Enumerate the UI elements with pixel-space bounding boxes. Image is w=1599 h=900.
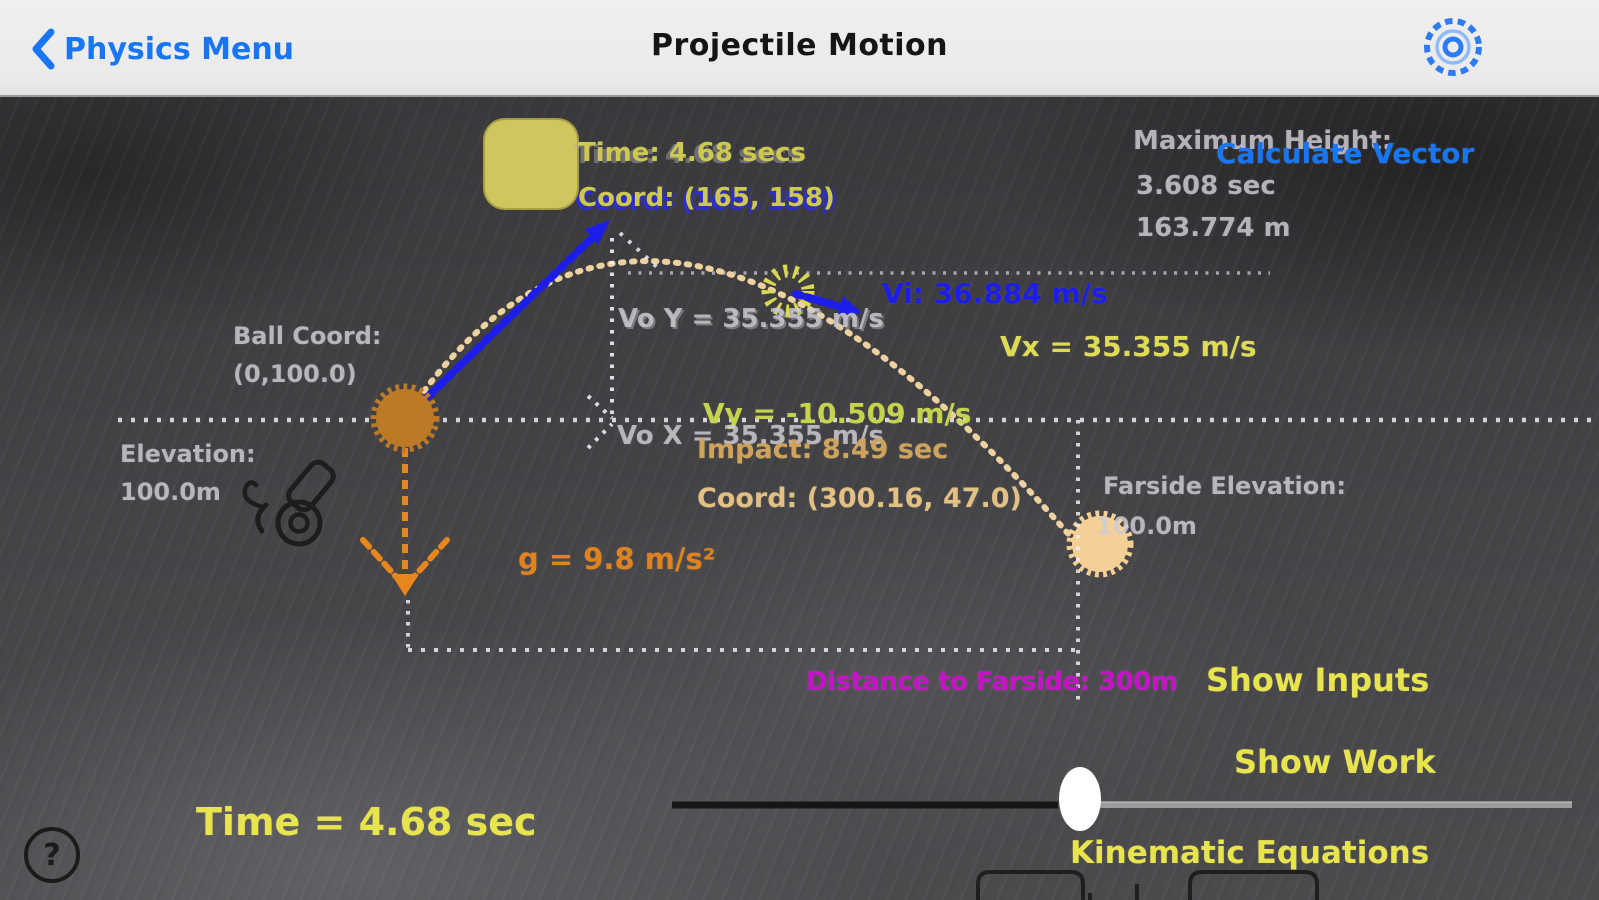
show-inputs-button[interactable]: Show Inputs (1206, 661, 1430, 699)
vox-arrowhead-lower-wing (586, 422, 614, 450)
page-title: Projectile Motion (650, 28, 949, 63)
max-height-value: 163.774 m (1136, 213, 1291, 243)
ball-coord-title: Ball Coord: (233, 322, 382, 350)
tip-diagonal-dashes (618, 231, 660, 270)
current-velocity-vector (792, 290, 852, 313)
cannon-barrel (286, 459, 336, 513)
projectile-marker-starburst (761, 264, 815, 318)
marker-coord-label: Coord: (165, 158) (578, 183, 835, 213)
back-button-label: Physics Menu (64, 31, 295, 67)
initial-velocity-arrowhead (585, 220, 610, 245)
cannon-tail-hook (242, 480, 266, 510)
initial-velocity-label: Vi: 36.884 m/s (882, 277, 1108, 310)
gravity-arrow-left-wing (360, 537, 402, 583)
cannon-wheel-hub (288, 512, 310, 534)
bottom-box-1 (976, 870, 1085, 900)
gear-middle-ring (1435, 29, 1471, 65)
impact-time-label: Impact: 8.49 sec (697, 434, 949, 465)
vy-label: Vy = -10.509 m/s (703, 397, 972, 430)
calculate-vector-button[interactable]: Calculate Vector (1216, 137, 1475, 170)
back-button[interactable]: Physics Menu (30, 28, 294, 70)
back-chevron-shape (32, 28, 55, 70)
current-velocity-arrowhead (838, 296, 862, 315)
farside-elevation-title: Farside Elevation: (1103, 472, 1346, 500)
help-button[interactable]: ? (24, 827, 80, 883)
ball-coord-value: (0,100.0) (233, 360, 357, 388)
launch-ball[interactable] (370, 383, 440, 453)
voy-label: Vo Y = 35.355 m/s (618, 304, 884, 334)
max-height-title: Maximum Height: (1133, 126, 1393, 156)
question-icon: ? (43, 837, 61, 873)
initial-velocity-vector (406, 230, 600, 418)
slider-knob[interactable] (1059, 767, 1101, 831)
impact-coord-label: Coord: (300.16, 47.0) (697, 483, 1022, 514)
cannon-icon (242, 459, 336, 547)
cannon-wheel (275, 499, 323, 547)
max-height-time: 3.608 sec (1136, 171, 1276, 201)
gear-icon (1424, 18, 1482, 76)
vox-label: Vo X = 35.355 m/s (617, 421, 884, 451)
distance-to-farside-label: Distance to Farside: 300m (806, 667, 1178, 697)
gravity-arrow-right-wing (408, 537, 450, 583)
gear-teeth-ring (1424, 18, 1482, 76)
vx-label: Vx = 35.355 m/s (1000, 330, 1257, 363)
navigation-bar: Physics Menu Projectile Motion (0, 0, 1599, 97)
vox-arrowhead-upper-wing (586, 394, 614, 420)
farside-elevation-value: 100.0m (1096, 512, 1197, 540)
gravity-arrowhead (391, 574, 419, 596)
gravity-label: g = 9.8 m/s² (518, 542, 716, 576)
marker-time-label: Time: 4.68 secs (578, 138, 807, 168)
trajectory-path (402, 258, 1081, 548)
chalkboard-canvas: 100.0m (0, 97, 1599, 900)
back-chevron-icon (32, 28, 55, 70)
time-readout: Time = 4.68 sec (196, 800, 537, 844)
impact-ball (1066, 510, 1134, 578)
elevation-value: 100.0m (120, 478, 221, 506)
bottom-box-2 (1188, 870, 1319, 900)
time-marker-button[interactable] (483, 118, 579, 210)
gear-hub (1442, 36, 1464, 58)
show-work-button[interactable]: Show Work (1234, 743, 1436, 781)
kinematic-equations-button[interactable]: Kinematic Equations (1070, 835, 1430, 871)
elevation-title: Elevation: (120, 440, 256, 468)
simulation-drawing (118, 220, 1599, 900)
settings-button[interactable] (1418, 12, 1488, 86)
